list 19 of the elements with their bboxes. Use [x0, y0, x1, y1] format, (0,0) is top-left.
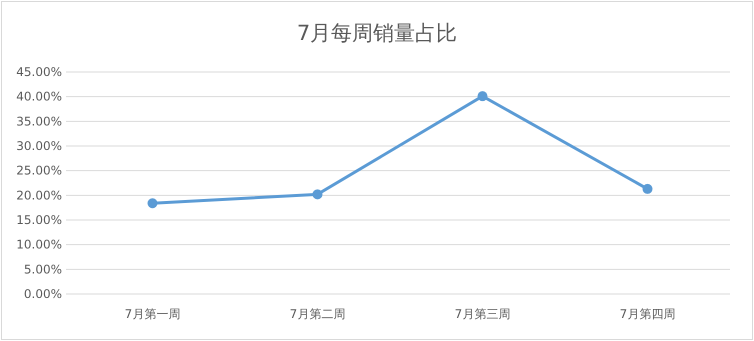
point — [478, 91, 488, 102]
y-tick-label: 30.00% — [16, 139, 62, 153]
x-tick-label: 7月第四周 — [620, 307, 676, 321]
y-tick-label: 45.00% — [16, 65, 62, 79]
y-tick-label: 35.00% — [16, 114, 62, 128]
x-tick-label: 7月第三周 — [454, 307, 510, 321]
y-tick-label: 25.00% — [16, 164, 62, 178]
chart-title: 7月每周销量占比 — [296, 21, 458, 45]
point — [642, 184, 652, 194]
y-tick-label: 20.00% — [16, 188, 62, 202]
y-tick-label: 5.00% — [24, 262, 62, 276]
x-tick-label: 7月第一周 — [124, 307, 180, 321]
y-tick-label: 0.00% — [24, 287, 62, 301]
y-tick-label: 10.00% — [16, 238, 62, 252]
y-tick-label: 15.00% — [16, 213, 62, 227]
y-tick-label: 40.00% — [16, 90, 62, 104]
point — [148, 198, 158, 208]
point — [312, 189, 322, 200]
x-tick-label: 7月第二周 — [290, 307, 346, 321]
